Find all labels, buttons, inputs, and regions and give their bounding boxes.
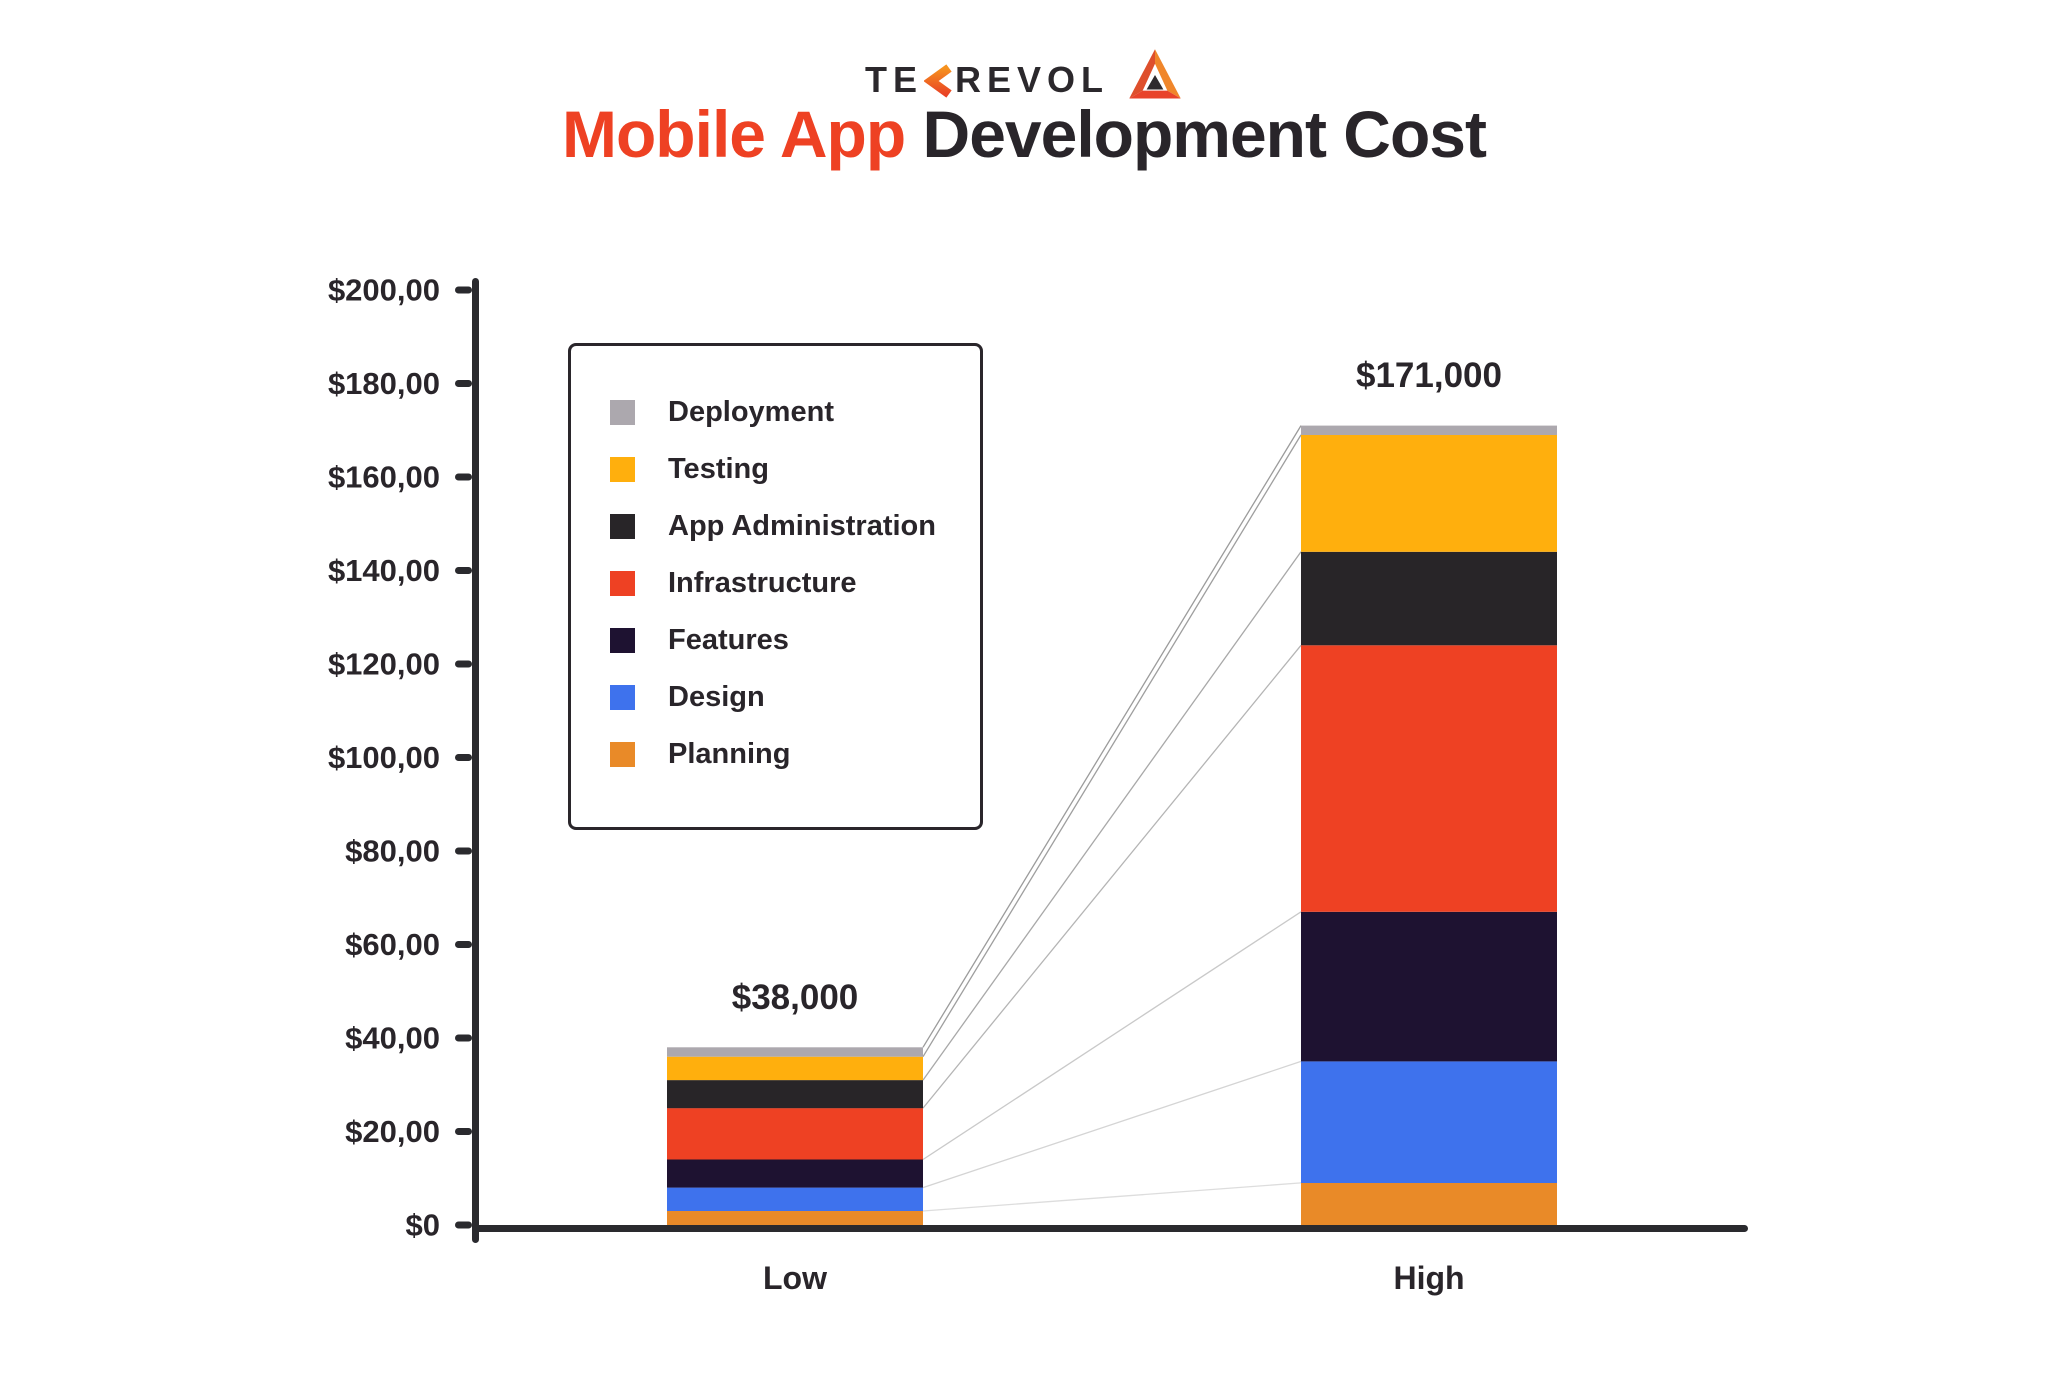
y-tick-1 (455, 380, 472, 387)
y-tick-4 (455, 660, 472, 668)
bar-segment-high-planning (1301, 1182, 1557, 1225)
axis-label-low: Low (763, 1260, 827, 1296)
legend-label-design: Design (668, 681, 765, 713)
legend-swatch-design (610, 685, 635, 710)
bar-segment-low-deployment (667, 1047, 923, 1057)
y-tick-label-6: $80,00 (345, 834, 440, 869)
y-tick-5 (455, 754, 472, 761)
bar-segment-high-app-administration (1301, 551, 1557, 646)
legend-label-planning: Planning (668, 738, 791, 770)
logo-k-chevron-icon (924, 64, 952, 98)
legend-item-planning: Planning (610, 726, 980, 783)
bar-segment-high-testing (1301, 434, 1557, 552)
y-tick-label-5: $100,00 (328, 740, 440, 775)
bar-segment-high-design (1301, 1061, 1557, 1183)
legend-label-features: Features (668, 624, 789, 656)
y-tick-3 (455, 567, 472, 574)
legend-item-design: Design (610, 669, 980, 726)
bar-segment-low-design (667, 1187, 923, 1211)
y-tick-8 (455, 1034, 472, 1042)
bar-total-high: $171,000 (1356, 356, 1502, 395)
legend-swatch-infrastructure (610, 571, 635, 596)
legend-label-deployment: Deployment (668, 396, 834, 428)
y-tick-label-9: $20,00 (345, 1114, 440, 1149)
y-tick-label-4: $120,00 (328, 647, 440, 682)
connector-line-3 (922, 911, 1302, 1161)
y-tick-label-1: $180,00 (328, 366, 440, 401)
bar-segment-high-deployment (1301, 425, 1557, 435)
bar-segment-high-features (1301, 911, 1557, 1062)
page-title: Mobile App Development Cost (0, 98, 2048, 171)
y-axis-line (472, 278, 479, 1243)
legend-label-infrastructure: Infrastructure (668, 567, 857, 599)
legend-swatch-features (610, 628, 635, 653)
tekrevol-logo: TE REVOL (0, 49, 2048, 108)
x-axis-line (472, 1225, 1748, 1232)
bar-segment-low-testing (667, 1056, 923, 1081)
y-tick-label-7: $60,00 (345, 927, 440, 962)
legend-swatch-deployment (610, 400, 635, 425)
y-tick-7 (455, 941, 472, 948)
bar-segment-low-planning (667, 1211, 923, 1225)
legend-swatch-testing (610, 457, 635, 482)
y-tick-10 (455, 1221, 472, 1229)
bar-segment-low-features (667, 1159, 923, 1188)
bar-segment-low-app-administration (667, 1080, 923, 1109)
connector-line-2 (922, 1060, 1302, 1189)
legend-swatch-app-administration (610, 514, 635, 539)
y-tick-9 (455, 1128, 472, 1135)
connector-line-1 (922, 1182, 1302, 1212)
chart-legend: Deployment Testing App Administration Infra… (568, 343, 983, 830)
bar-total-low: $38,000 (732, 978, 859, 1017)
axis-label-high: High (1393, 1260, 1464, 1296)
legend-swatch-planning (610, 742, 635, 767)
legend-item-testing: Testing (610, 441, 980, 498)
y-tick-label-3: $140,00 (328, 553, 440, 588)
y-tick-label-10: $0 (406, 1208, 440, 1243)
legend-item-deployment: Deployment (610, 384, 980, 441)
y-tick-6 (455, 847, 472, 855)
bar-segment-low-infrastructure (667, 1108, 923, 1160)
legend-label-app-administration: App Administration (668, 510, 936, 542)
y-tick-2 (455, 473, 472, 481)
title-rest: Development Cost (922, 97, 1487, 171)
connector-line-6 (922, 434, 1302, 1058)
legend-label-testing: Testing (668, 453, 769, 485)
y-tick-label-8: $40,00 (345, 1021, 440, 1056)
legend-item-features: Features (610, 612, 980, 669)
bar-segment-high-infrastructure (1301, 645, 1557, 912)
logo-text-left: TE (864, 59, 923, 100)
legend-item-infrastructure: Infrastructure (610, 555, 980, 612)
logo-text-right: REVOL (955, 59, 1110, 100)
y-tick-0 (455, 286, 472, 294)
title-highlight: Mobile App (562, 97, 906, 171)
connector-line-4 (922, 644, 1302, 1109)
connector-line-5 (922, 551, 1302, 1081)
y-tick-label-2: $160,00 (328, 460, 440, 495)
connector-line-7 (922, 425, 1302, 1048)
logo-triangle-icon (1129, 49, 1181, 99)
y-tick-label-0: $200,00 (328, 273, 440, 308)
legend-item-app-administration: App Administration (610, 498, 980, 555)
